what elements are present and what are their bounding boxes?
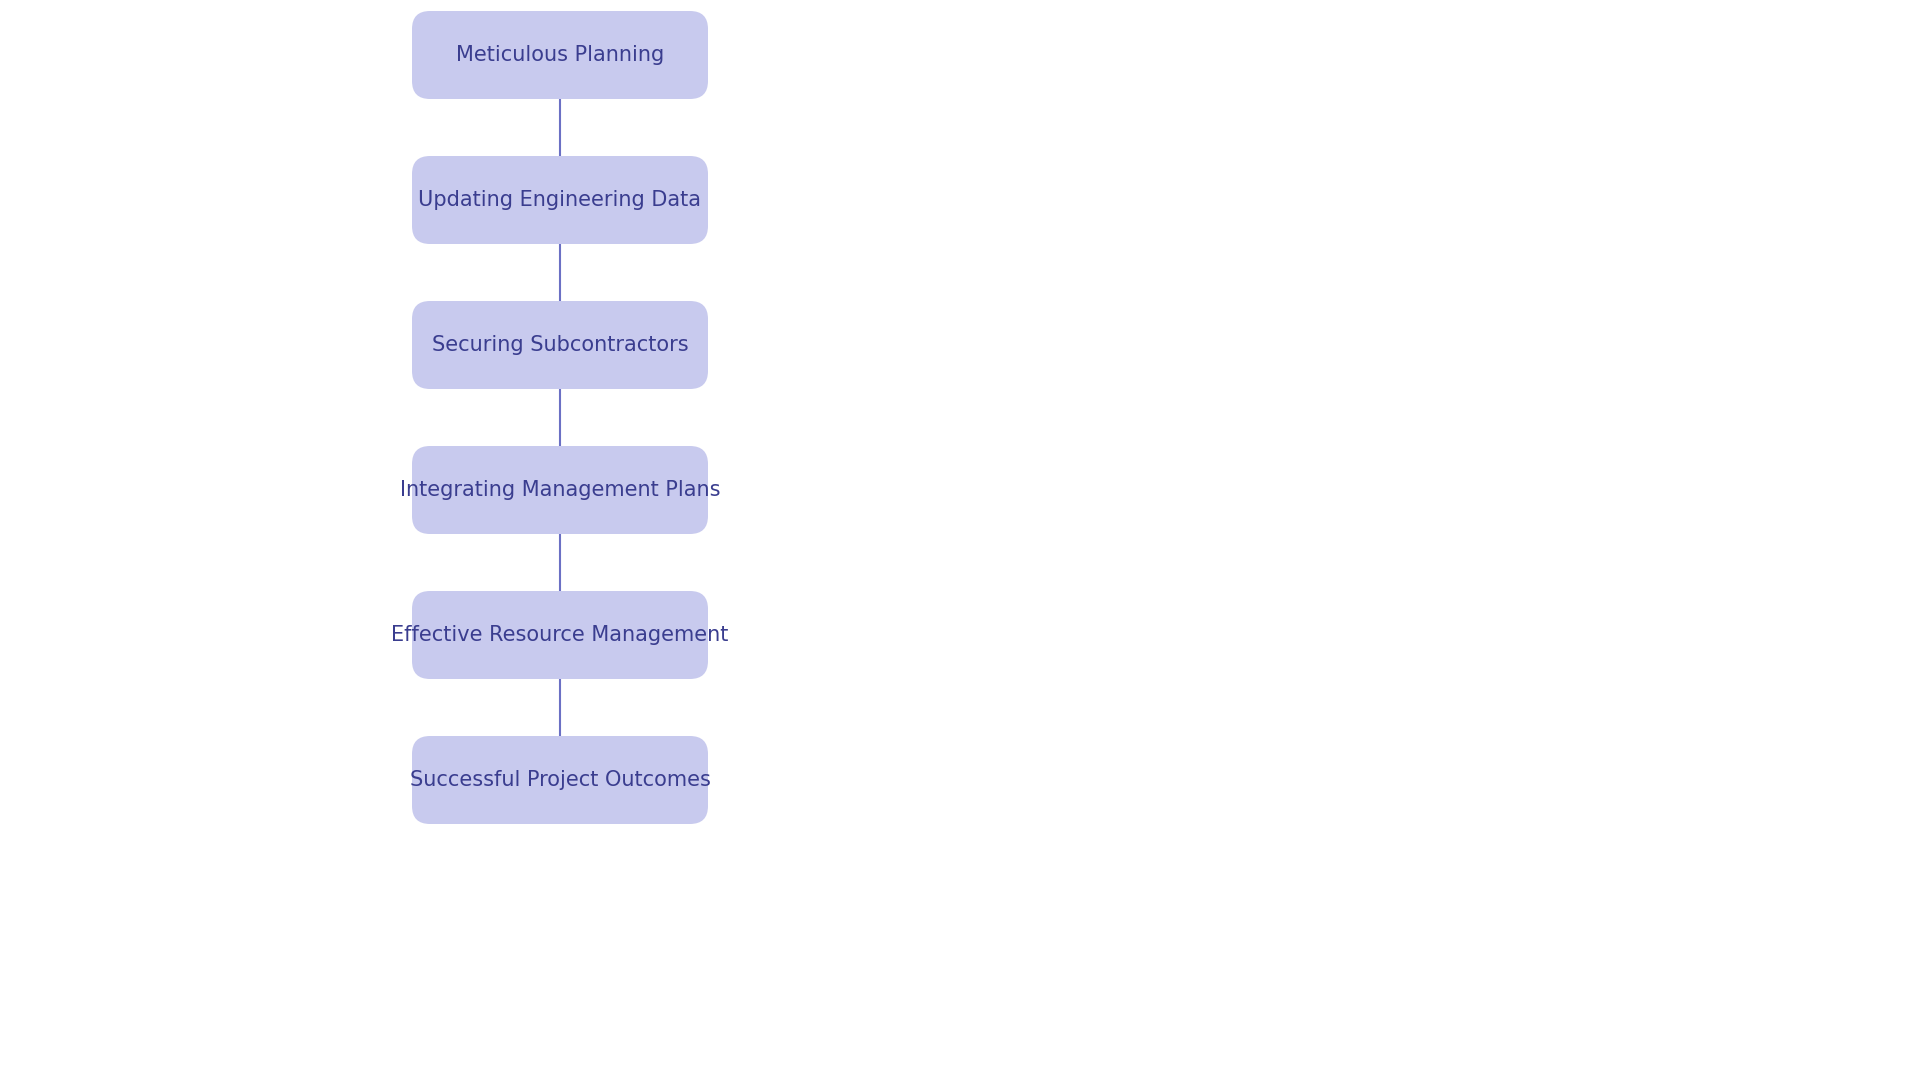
FancyBboxPatch shape: [413, 735, 708, 824]
FancyBboxPatch shape: [413, 446, 708, 534]
Text: Integrating Management Plans: Integrating Management Plans: [399, 480, 720, 500]
FancyBboxPatch shape: [413, 11, 708, 99]
Text: Updating Engineering Data: Updating Engineering Data: [419, 190, 701, 210]
FancyBboxPatch shape: [413, 156, 708, 244]
Text: Successful Project Outcomes: Successful Project Outcomes: [409, 770, 710, 789]
Text: Effective Resource Management: Effective Resource Management: [392, 625, 730, 645]
FancyBboxPatch shape: [413, 301, 708, 389]
Text: Meticulous Planning: Meticulous Planning: [455, 45, 664, 65]
FancyBboxPatch shape: [413, 591, 708, 679]
Text: Securing Subcontractors: Securing Subcontractors: [432, 335, 687, 355]
